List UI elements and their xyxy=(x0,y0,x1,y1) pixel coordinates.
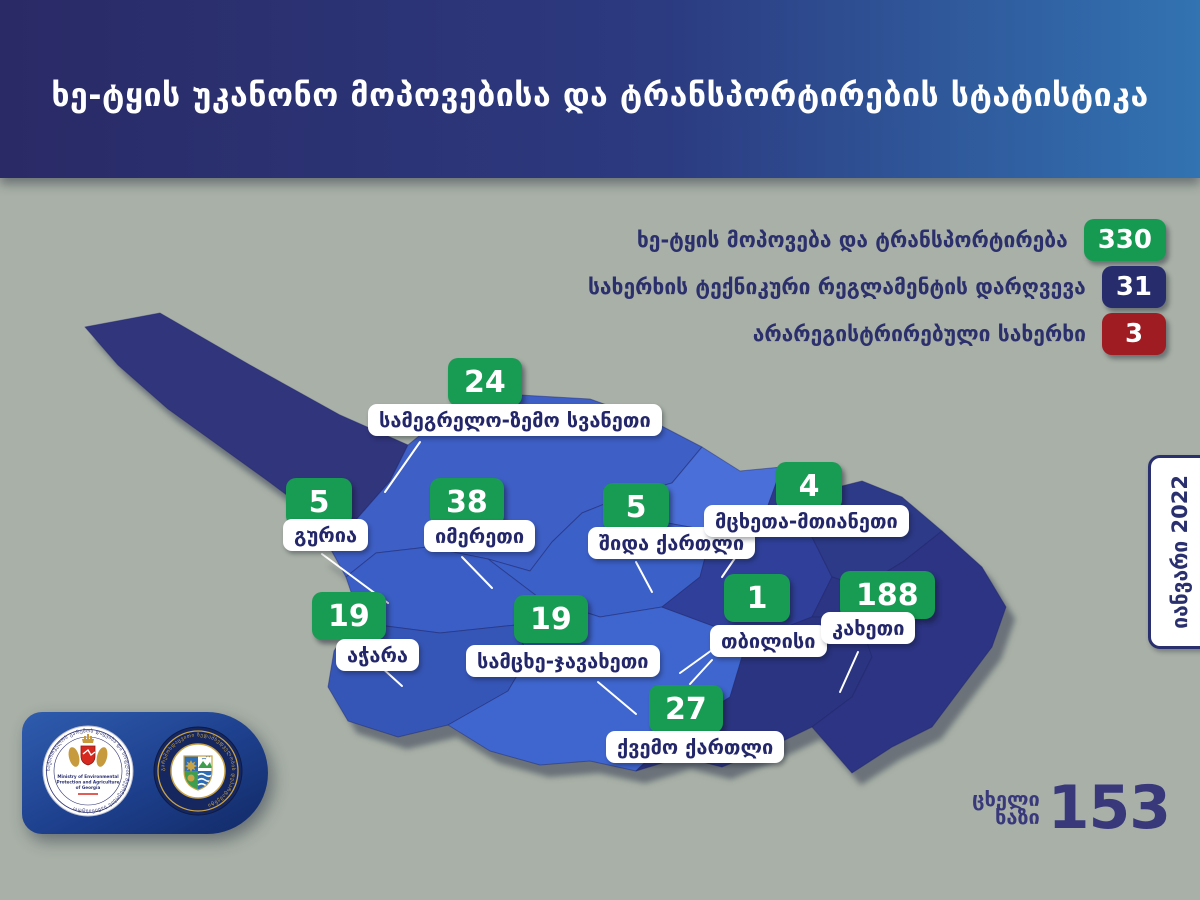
legend-row-unregistered-sawmill: არარეგისტრირებული სახერხი 3 xyxy=(753,313,1166,355)
hotline-number: 153 xyxy=(1047,773,1171,843)
legend-label: ხე-ტყის მოპოვება და ტრანსპორტირება xyxy=(636,228,1068,252)
ministry-seal-icon: საქართველოს გარემოს დაცვისა და სოფლის მე… xyxy=(42,725,134,817)
lion-right-icon xyxy=(96,747,108,767)
header-band: ხე-ტყის უკანონო მოპოვებისა და ტრანსპორტი… xyxy=(0,0,1200,178)
sun-icon xyxy=(185,760,197,772)
region-badge-guria: 5 xyxy=(286,478,352,526)
region-badge-kakheti: 188 xyxy=(840,571,935,619)
legend-value-badge: 3 xyxy=(1102,313,1166,355)
region-badge-imereti: 38 xyxy=(430,478,504,526)
legend-row-harvest: ხე-ტყის მოპოვება და ტრანსპორტირება 330 xyxy=(637,219,1166,261)
region-badge-samegrelo: 24 xyxy=(448,358,522,406)
leader-lines xyxy=(321,441,859,715)
legend-value-badge: 330 xyxy=(1083,219,1166,261)
region-label-imereti: იმერეთი xyxy=(424,520,536,552)
region-badge-shida-kartli: 5 xyxy=(603,483,669,531)
region-badge-adjara: 19 xyxy=(312,592,386,640)
region-label-mtskheta-mtianeti: მცხეთა-მთიანეთი xyxy=(704,505,909,537)
region-badge-kvemo-kartli: 27 xyxy=(649,685,723,733)
shield-icon xyxy=(80,745,96,766)
logo-pill: საქართველოს გარემოს დაცვისა და სოფლის მე… xyxy=(22,712,268,838)
legend-value-badge: 31 xyxy=(1101,266,1166,308)
region-badge-tbilisi: 1 xyxy=(724,574,790,622)
ministry-caption-line2: Protection and Agriculture xyxy=(57,780,120,785)
region-label-guria: გურია xyxy=(283,519,369,551)
region-badge-samtskhe-javakheti: 19 xyxy=(514,595,588,643)
ministry-caption-line3: of Georgia xyxy=(76,785,101,790)
region-label-samtskhe-javakheti: სამცხე-ჯავახეთი xyxy=(466,645,660,677)
region-badge-mtskheta-mtianeti: 4 xyxy=(776,462,842,510)
date-tag: იანვარი 2022 xyxy=(1148,455,1200,649)
hotline-word-1: ცხელი xyxy=(972,787,1040,811)
hotline-words: ცხელი ხაზი xyxy=(972,787,1040,829)
hotline-word-2: ხაზი xyxy=(995,805,1040,829)
legend-row-sawmill-violation: სახერხის ტექნიკური რეგლამენტის დარღვევა … xyxy=(588,266,1166,308)
region-label-adjara: აჭარა xyxy=(336,639,420,671)
region-label-tbilisi: თბილისი xyxy=(710,625,827,657)
legend-label: სახერხის ტექნიკური რეგლამენტის დარღვევა xyxy=(587,275,1086,299)
region-label-kvemo-kartli: ქვემო ქართლი xyxy=(606,731,785,763)
page-title: ხე-ტყის უკანონო მოპოვებისა და ტრანსპორტი… xyxy=(51,76,1149,114)
ministry-caption-line1: Ministry of Environmental xyxy=(57,774,119,779)
date-tag-label: იანვარი 2022 xyxy=(1168,475,1192,629)
legend-label: არარეგისტრირებული სახერხი xyxy=(752,322,1086,346)
region-label-kakheti: კახეთი xyxy=(821,612,916,644)
mountains-icon xyxy=(198,761,212,768)
crown-icon xyxy=(82,734,94,743)
region-label-samegrelo: სამეგრელო-ზემო სვანეთი xyxy=(368,404,662,436)
lion-left-icon xyxy=(68,747,80,767)
region-shape-kakheti xyxy=(811,530,1007,774)
logo-pill-svg: საქართველოს გარემოს დაცვისა და სოფლის მე… xyxy=(22,712,268,834)
department-seal-icon: გარემოსდაცვითი ზედამხედველობის დეპარტამე… xyxy=(153,726,243,816)
hotline-block: ცხელი ხაზი 153 xyxy=(972,773,1171,843)
ornament-icon xyxy=(187,774,195,782)
region-shape-abkhazia xyxy=(84,312,409,538)
